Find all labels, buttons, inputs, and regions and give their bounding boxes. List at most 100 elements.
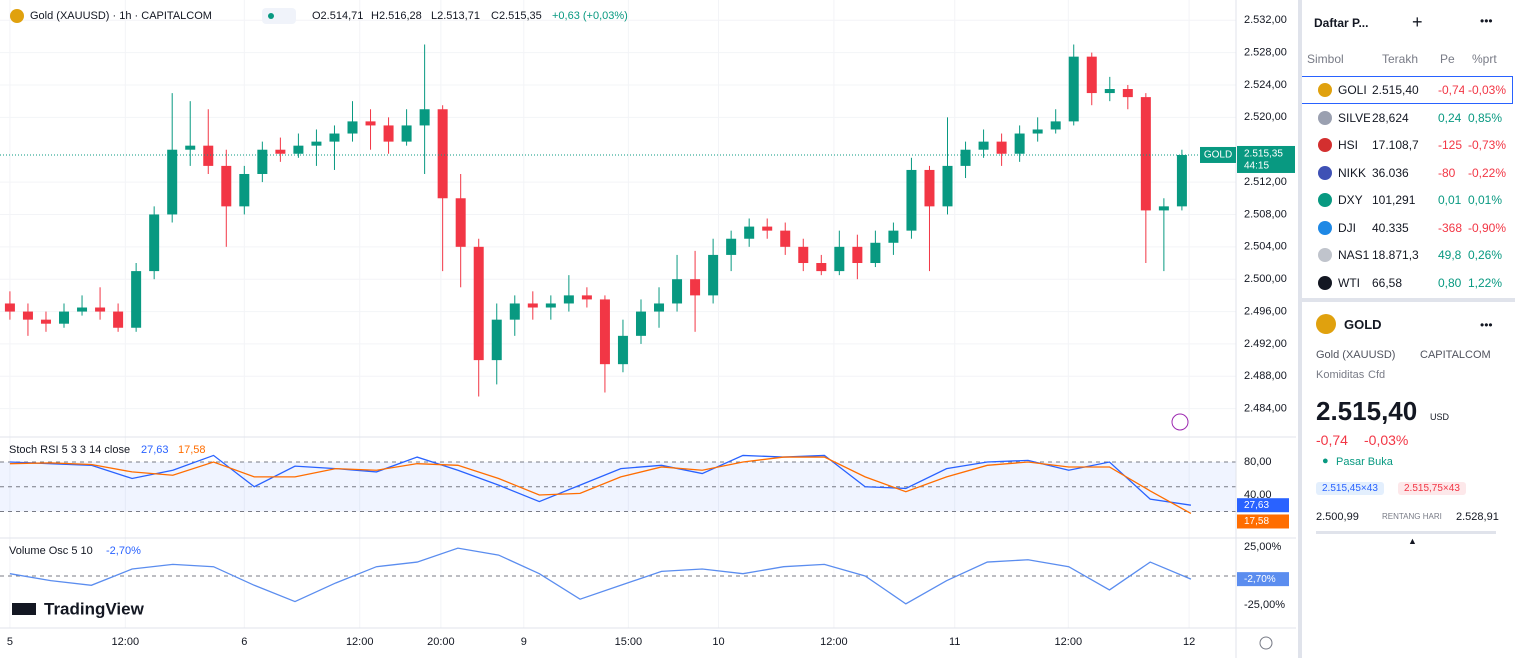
chart: Gold (XAUUSD) · 1h · CAPITALCOM O2.514,7… (0, 0, 1296, 658)
row-cell: 17.108,7 (1372, 138, 1419, 152)
candle-body (4, 303, 15, 312)
change: +0,63 (+0,03%) (552, 10, 628, 22)
watch-row[interactable]: NIKK 36.036 -80 -0,22% (1302, 160, 1512, 186)
row-cell: NIKK (1338, 165, 1367, 180)
row-cell: -368 (1438, 220, 1463, 235)
watch-row[interactable]: WTI 66,58 0,80 1,22% (1302, 270, 1512, 296)
col: Terakh (1382, 52, 1419, 66)
stoch-k: 27,63 (141, 444, 169, 456)
row-cell: 49,8 (1438, 248, 1462, 262)
candle-body (329, 133, 340, 142)
row-icon (1318, 165, 1332, 180)
row-cell: 101,291 (1372, 193, 1416, 207)
side-panel: Daftar P... + ••• Simbol Terakh Pe %prt … (1298, 0, 1515, 658)
row-cell: 1,22% (1468, 275, 1503, 290)
row-cell: 66,58 (1372, 275, 1403, 290)
more-btn[interactable]: ••• (1480, 318, 1493, 332)
candle-body (311, 141, 322, 146)
row-cell: 0,85% (1468, 110, 1503, 125)
x-tick-label: 12:00 (346, 636, 374, 648)
candle-body (1086, 56, 1097, 94)
range-title: RENTANG HARI (1382, 512, 1442, 521)
detail-icon (1316, 314, 1336, 334)
candle-body (1104, 89, 1115, 94)
row-cell: 36.036 (1372, 165, 1409, 180)
row-cell: DJI (1338, 220, 1356, 235)
row-cell: -80 (1438, 165, 1456, 180)
candle-body (455, 198, 466, 247)
watch-row[interactable]: SILVE 28,624 0,24 0,85% (1302, 105, 1512, 131)
watch-row[interactable]: DXY 101,291 0,01 0,01% (1302, 187, 1512, 213)
indicator-line (9, 547, 1192, 605)
candle-body (1176, 154, 1187, 207)
candle-body (762, 226, 773, 231)
title: Gold (XAUUSD) · 1h · CAPITALCOM (30, 10, 212, 22)
ask: 2.515,75×43 (1398, 482, 1466, 495)
bid: 2.515,45×43 (1316, 482, 1384, 495)
watch-row[interactable]: NAS1 18.871,3 49,8 0,26% (1302, 242, 1512, 268)
stoch-title: Stoch RSI 5 3 3 14 close (9, 444, 130, 456)
candle-body (545, 303, 556, 308)
ohlc-c: C2.515,35 (491, 10, 542, 22)
y-tick-label: 2.488,00 (1244, 370, 1287, 382)
row-cell: -0,22% (1468, 165, 1507, 180)
row-icon (1318, 275, 1332, 290)
x-tick-label: 9 (521, 636, 527, 648)
row-cell: -0,73% (1468, 138, 1507, 152)
col: Pe (1440, 52, 1455, 66)
x-tick-label: 20:00 (427, 636, 455, 648)
y-tick-label: 80,00 (1244, 456, 1272, 468)
row-cell: 0,01% (1468, 193, 1503, 207)
candle-body (347, 121, 358, 134)
row-cell: -125 (1438, 138, 1463, 152)
divider (1302, 298, 1515, 302)
candle-body (239, 173, 250, 207)
more-btn[interactable]: ••• (1480, 14, 1493, 28)
bg (0, 0, 1296, 658)
watch-row[interactable]: GOLI 2.515,40 -0,74 -0,03% (1302, 76, 1513, 104)
flash-icon[interactable] (1171, 413, 1189, 431)
row-cell: 0,80 (1438, 275, 1462, 290)
y-tick-label: 2.484,00 (1244, 403, 1287, 415)
watch-row[interactable]: DJI 40.335 -368 -0,90% (1302, 215, 1512, 241)
candle-body (708, 254, 719, 296)
detail-price: 2.515,40 (1316, 396, 1418, 426)
candle-body (834, 246, 845, 272)
vol-title: Volume Osc 5 10 (9, 545, 93, 557)
settings-icon[interactable] (1259, 636, 1273, 650)
y-tick-label: 2.532,00 (1244, 14, 1287, 26)
logo-icon (12, 603, 36, 615)
candle-body (113, 311, 124, 328)
candle-body (275, 149, 286, 154)
add-btn[interactable]: + (1412, 12, 1423, 32)
stoch-d: 17,58 (178, 444, 206, 456)
candle-body (257, 149, 268, 174)
detail-symbol: GOLD (1344, 317, 1382, 332)
symbol-icon (10, 9, 24, 23)
candle-body (726, 238, 737, 255)
y-tick-label: 25,00% (1244, 541, 1282, 553)
x-tick-label: 5 (7, 636, 13, 648)
price-tag-label: 2.515,35 (1244, 149, 1283, 160)
watch-row[interactable]: HSI 17.108,7 -125 -0,73% (1302, 132, 1512, 158)
candle-body (924, 169, 935, 207)
ohlc-l: L2.513,71 (431, 10, 480, 22)
candle-body (563, 295, 574, 304)
candle-body (203, 145, 214, 166)
candle-body (672, 279, 683, 304)
candle-body (1014, 133, 1025, 154)
indicator-line (9, 454, 1192, 506)
candle-body (131, 271, 142, 328)
symbol-tag (1200, 146, 1236, 163)
row-cell: 0,26% (1468, 248, 1503, 262)
candle-body (996, 141, 1007, 154)
detail-change-pct: -0,03% (1364, 432, 1409, 448)
watchlist-title[interactable]: Daftar P... (1314, 16, 1369, 30)
vol-value: -2,70% (106, 545, 141, 557)
y-tick-label: 2.492,00 (1244, 338, 1287, 350)
candle-body (1068, 56, 1079, 122)
candle-body (473, 246, 484, 361)
row-cell: SILVE (1338, 110, 1370, 125)
row-icon (1318, 138, 1332, 152)
candle-body (527, 303, 538, 308)
